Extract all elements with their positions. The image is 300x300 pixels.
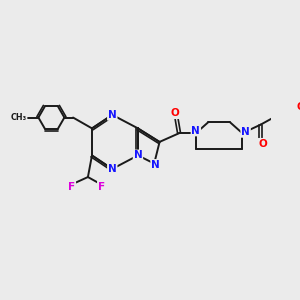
Text: F: F	[68, 182, 75, 191]
Text: N: N	[151, 160, 160, 170]
Text: N: N	[108, 110, 117, 120]
Text: N: N	[134, 150, 142, 161]
Text: CH₃: CH₃	[11, 113, 27, 122]
Text: N: N	[241, 127, 250, 137]
Text: F: F	[98, 182, 105, 191]
Text: O: O	[171, 108, 179, 118]
Text: N: N	[191, 125, 200, 136]
Text: N: N	[108, 164, 117, 174]
Text: O: O	[259, 139, 267, 149]
Text: O: O	[296, 102, 300, 112]
